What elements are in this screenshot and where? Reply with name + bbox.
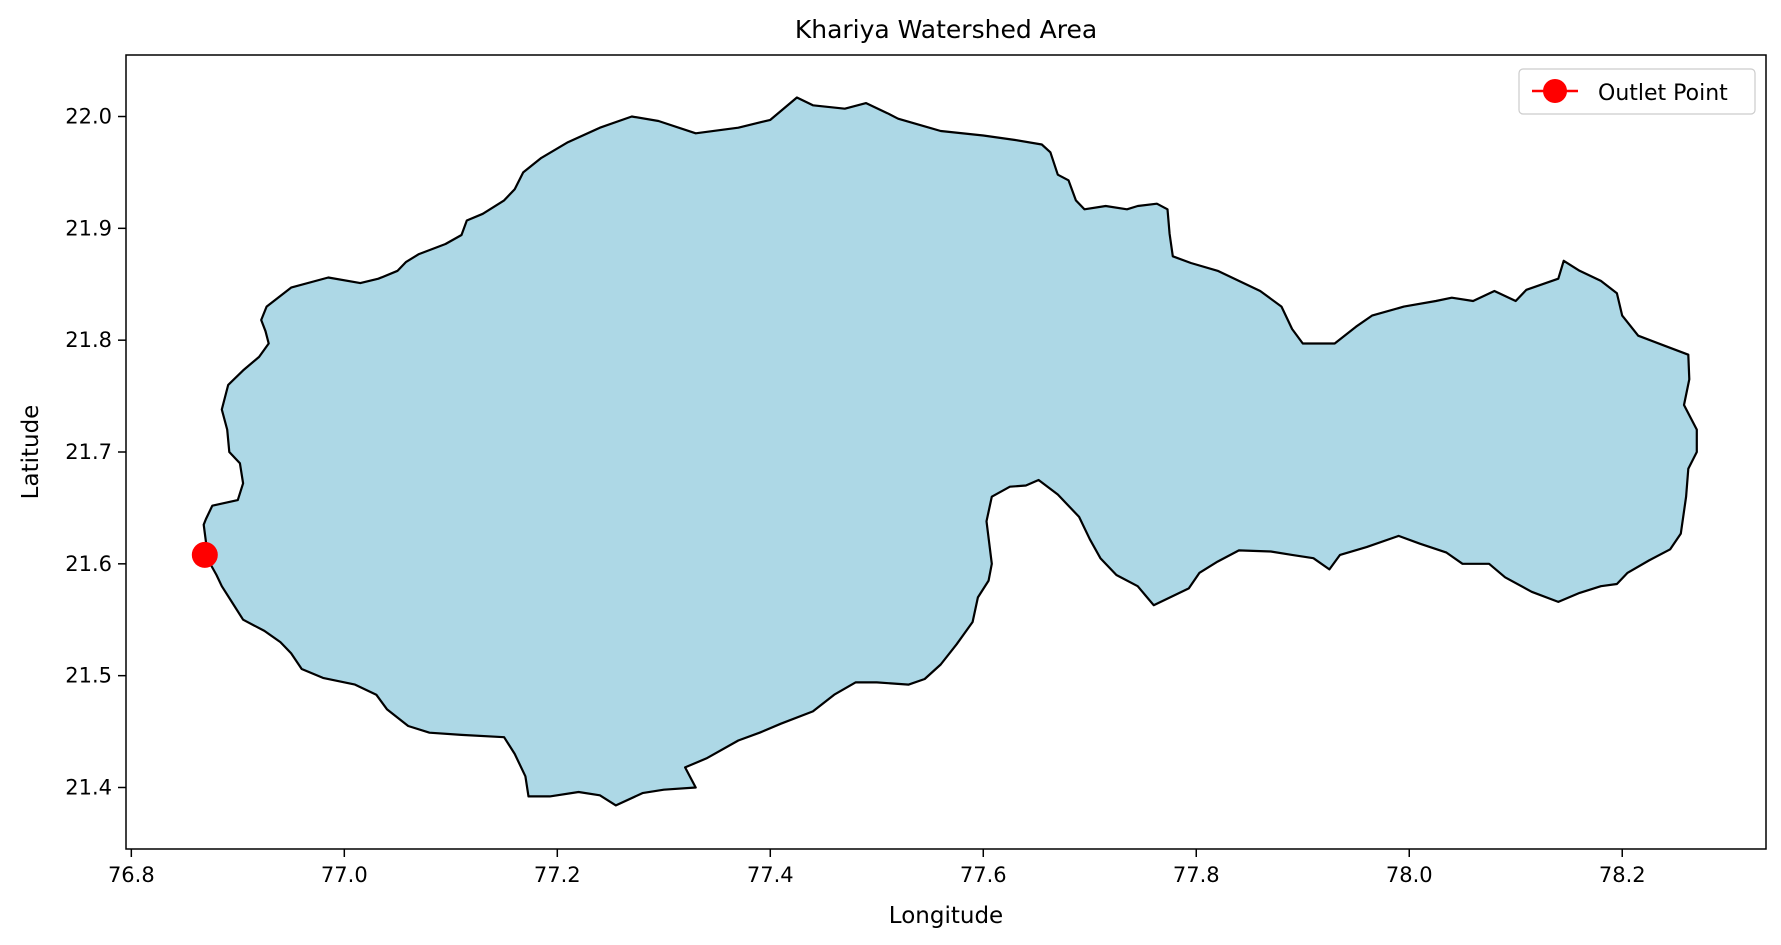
x-axis-ticks: 76.8 77.0 77.2 77.4 77.6 77.8 78.0 78.2 (108, 849, 1646, 887)
x-tick-label: 77.2 (534, 863, 581, 887)
legend: Outlet Point (1518, 68, 1756, 115)
x-tick-label: 76.8 (108, 863, 155, 887)
y-tick-label: 21.8 (65, 328, 112, 352)
x-tick-label: 77.8 (1173, 863, 1220, 887)
y-axis-ticks: 21.4 21.5 21.6 21.7 21.8 21.9 22.0 (65, 105, 126, 799)
x-axis-label: Longitude (889, 903, 1003, 929)
legend-box (1518, 68, 1756, 115)
y-tick-label: 21.5 (65, 664, 112, 688)
watershed-polygon (202, 96, 1698, 807)
x-tick-label: 77.0 (321, 863, 368, 887)
y-tick-label: 22.0 (65, 105, 112, 129)
y-tick-label: 21.7 (65, 440, 112, 464)
x-tick-label: 77.6 (960, 863, 1007, 887)
legend-label: Outlet Point (1598, 81, 1728, 106)
y-tick-label: 21.4 (65, 775, 112, 799)
y-tick-label: 21.6 (65, 552, 112, 576)
x-tick-label: 78.0 (1386, 863, 1433, 887)
x-tick-label: 78.2 (1599, 863, 1646, 887)
plot-area: Outlet Point (125, 54, 1767, 850)
legend-marker-icon (1543, 79, 1567, 103)
y-tick-label: 21.9 (65, 216, 112, 240)
y-axis-label: Latitude (18, 405, 44, 500)
outlet-point-marker (191, 541, 218, 568)
map-title: Khariya Watershed Area (795, 15, 1097, 44)
x-tick-label: 77.4 (747, 863, 794, 887)
